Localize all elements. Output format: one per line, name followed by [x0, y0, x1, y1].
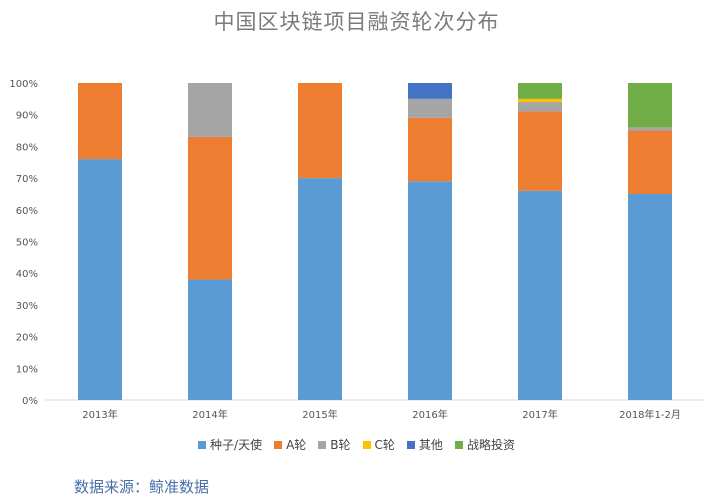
- y-tick-label: 50%: [16, 238, 38, 249]
- legend-item: A轮: [274, 436, 306, 453]
- legend-label: 其他: [418, 438, 443, 452]
- y-tick-label: 40%: [16, 269, 38, 280]
- bar-segment: [298, 178, 342, 400]
- y-tick-label: 70%: [16, 174, 38, 185]
- bar-segment: [188, 83, 232, 137]
- bar-segment: [628, 127, 672, 131]
- y-tick-label: 0%: [22, 396, 38, 407]
- bar-segment: [518, 102, 562, 112]
- source-note: 数据来源：鲸准数据: [74, 478, 210, 496]
- bar-segment: [408, 98, 452, 118]
- x-tick-label: 2017年: [522, 408, 557, 421]
- bar-segment: [298, 83, 342, 179]
- bar-segment: [518, 98, 562, 103]
- bar-segment: [78, 83, 122, 160]
- legend-item: 战略投资: [454, 436, 515, 453]
- bar-segment: [188, 136, 232, 280]
- legend-label: B轮: [330, 438, 351, 452]
- y-tick-label: 60%: [16, 206, 38, 217]
- legend-swatch: [362, 440, 371, 449]
- legend-item: 其他: [406, 436, 443, 453]
- legend-swatch: [454, 440, 463, 449]
- bar-segment: [628, 193, 672, 400]
- legend-label: A轮: [286, 438, 307, 452]
- y-tick-label: 10%: [16, 364, 38, 375]
- legend-item: C轮: [362, 436, 395, 453]
- y-tick-label: 100%: [9, 79, 38, 90]
- x-tick-label: 2013年: [82, 408, 117, 421]
- bar-segment: [628, 83, 672, 128]
- x-tick-label: 2015年: [302, 408, 337, 421]
- legend-item: 种子/天使: [198, 436, 262, 453]
- y-tick-label: 30%: [16, 301, 38, 312]
- y-axis: 0% 10% 20% 30% 40% 50% 60% 70% 80% 90% 100%: [9, 79, 705, 407]
- bar-segment: [408, 117, 452, 182]
- legend-label: 种子/天使: [210, 438, 263, 452]
- legend: 种子/天使 A轮 B轮 C轮 其他 战略投资: [0, 436, 713, 453]
- legend-swatch: [198, 440, 207, 449]
- legend-swatch: [318, 440, 327, 449]
- chart-title: 中国区块链项目融资轮次分布: [213, 10, 500, 34]
- x-tick-label: 2016年: [412, 408, 447, 421]
- legend-label: C轮: [374, 438, 395, 452]
- y-tick-label: 80%: [16, 142, 38, 153]
- x-axis: 2013年 2014年 2015年 2016年 2017年 2018年1-2月: [82, 408, 681, 421]
- legend-label: 战略投资: [466, 438, 515, 452]
- bar-segment: [518, 111, 562, 191]
- bar-segment: [78, 159, 122, 400]
- y-tick-label: 20%: [16, 333, 38, 344]
- bar-segment: [188, 279, 232, 400]
- bars: [78, 83, 672, 400]
- bar-segment: [408, 181, 452, 400]
- legend-item: B轮: [318, 436, 351, 453]
- bar-segment: [518, 190, 562, 400]
- legend-swatch: [406, 440, 415, 449]
- bar-segment: [628, 130, 672, 194]
- y-tick-label: 90%: [16, 111, 38, 122]
- legend-swatch: [274, 440, 283, 449]
- bar-segment: [408, 83, 452, 99]
- x-tick-label: 2018年1-2月: [619, 408, 681, 421]
- x-tick-label: 2014年: [192, 408, 227, 421]
- bar-segment: [518, 83, 562, 99]
